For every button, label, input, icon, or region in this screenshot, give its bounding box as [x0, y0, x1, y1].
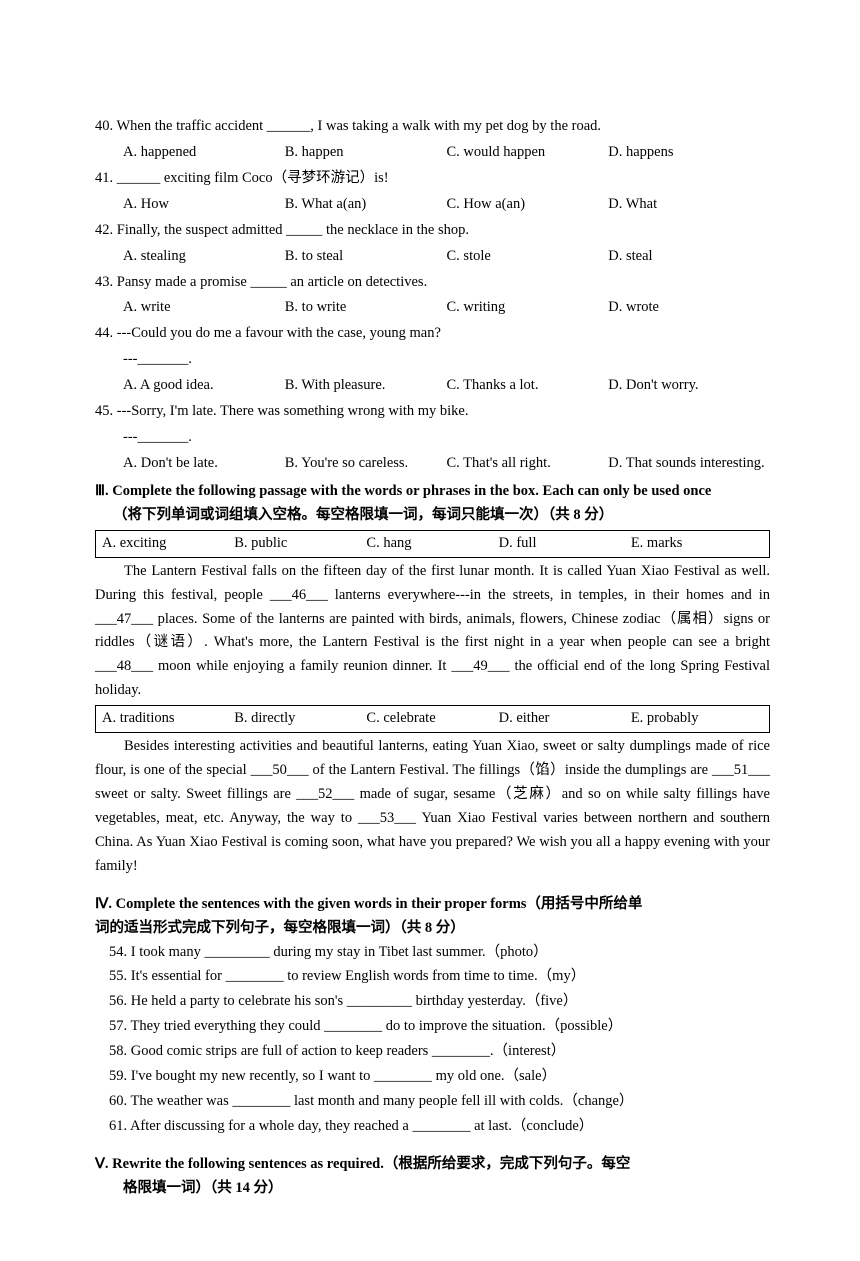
- q41-opt-c: C. How a(an): [447, 193, 609, 217]
- box2-b: B. directly: [234, 707, 366, 731]
- word-box-2: A. traditions B. directly C. celebrate D…: [95, 705, 770, 733]
- q40-opt-b: B. happen: [285, 141, 447, 165]
- q44-stem: 44. ---Could you do me a favour with the…: [95, 322, 770, 346]
- q40-opt-c: C. would happen: [447, 141, 609, 165]
- q43-opt-b: B. to write: [285, 296, 447, 320]
- q40-opt-d: D. happens: [608, 141, 770, 165]
- q45-options: A. Don't be late. B. You're so careless.…: [95, 452, 770, 476]
- q42-opt-a: A. stealing: [123, 245, 285, 269]
- s55: 55. It's essential for ________ to revie…: [95, 965, 770, 989]
- passage-1: The Lantern Festival falls on the fiftee…: [95, 560, 770, 704]
- q42-options: A. stealing B. to steal C. stole D. stea…: [95, 245, 770, 269]
- q44-opt-b: B. With pleasure.: [285, 374, 447, 398]
- section4-sub: 词的适当形式完成下列句子，每空格限填一词）（共 8 分）: [95, 917, 770, 941]
- q45-opt-a: A. Don't be late.: [123, 452, 285, 476]
- s60: 60. The weather was ________ last month …: [95, 1090, 770, 1114]
- section5-sub: 格限填一词）（共 14 分）: [95, 1177, 770, 1201]
- box2-e: E. probably: [631, 707, 763, 731]
- q44-opt-a: A. A good idea.: [123, 374, 285, 398]
- s56: 56. He held a party to celebrate his son…: [95, 990, 770, 1014]
- box1-b: B. public: [234, 532, 366, 556]
- section5: Ⅴ. Rewrite the following sentences as re…: [95, 1153, 770, 1201]
- q41-options: A. How B. What a(an) C. How a(an) D. Wha…: [95, 193, 770, 217]
- box2-a: A. traditions: [102, 707, 234, 731]
- s57: 57. They tried everything they could ___…: [95, 1015, 770, 1039]
- q42-opt-c: C. stole: [447, 245, 609, 269]
- q41-opt-b: B. What a(an): [285, 193, 447, 217]
- q40-opt-a: A. happened: [123, 141, 285, 165]
- section3-sub: （将下列单词或词组填入空格。每空格限填一词，每词只能填一次）（共 8 分）: [95, 504, 770, 528]
- box2-d: D. either: [499, 707, 631, 731]
- q44-opt-c: C. Thanks a lot.: [447, 374, 609, 398]
- section5-title: Ⅴ. Rewrite the following sentences as re…: [95, 1153, 770, 1177]
- word-box-1: A. exciting B. public C. hang D. full E.…: [95, 530, 770, 558]
- q41-opt-d: D. What: [608, 193, 770, 217]
- q45-opt-c: C. That's all right.: [447, 452, 609, 476]
- s59: 59. I've bought my new recently, so I wa…: [95, 1065, 770, 1089]
- q40-stem: 40. When the traffic accident ______, I …: [95, 115, 770, 139]
- section3-title: Ⅲ. Complete the following passage with t…: [95, 480, 770, 504]
- q44-options: A. A good idea. B. With pleasure. C. Tha…: [95, 374, 770, 398]
- q42-opt-b: B. to steal: [285, 245, 447, 269]
- q43-opt-c: C. writing: [447, 296, 609, 320]
- q40-options: A. happened B. happen C. would happen D.…: [95, 141, 770, 165]
- s58: 58. Good comic strips are full of action…: [95, 1040, 770, 1064]
- q45-opt-d: D. That sounds interesting.: [608, 452, 770, 476]
- section4-title: Ⅳ. Complete the sentences with the given…: [95, 893, 770, 917]
- q43-opt-a: A. write: [123, 296, 285, 320]
- box2-c: C. celebrate: [366, 707, 498, 731]
- section4: Ⅳ. Complete the sentences with the given…: [95, 893, 770, 1139]
- q42-stem: 42. Finally, the suspect admitted _____ …: [95, 219, 770, 243]
- q41-opt-a: A. How: [123, 193, 285, 217]
- q43-stem: 43. Pansy made a promise _____ an articl…: [95, 271, 770, 295]
- q44-dash: ---_______.: [95, 348, 770, 372]
- q43-opt-d: D. wrote: [608, 296, 770, 320]
- q44-opt-d: D. Don't worry.: [608, 374, 770, 398]
- q45-dash: ---_______.: [95, 426, 770, 450]
- box1-c: C. hang: [366, 532, 498, 556]
- box1-d: D. full: [499, 532, 631, 556]
- passage-2: Besides interesting activities and beaut…: [95, 735, 770, 879]
- s54: 54. I took many _________ during my stay…: [95, 941, 770, 965]
- q42-opt-d: D. steal: [608, 245, 770, 269]
- q45-opt-b: B. You're so careless.: [285, 452, 447, 476]
- s61: 61. After discussing for a whole day, th…: [95, 1115, 770, 1139]
- q43-options: A. write B. to write C. writing D. wrote: [95, 296, 770, 320]
- box1-e: E. marks: [631, 532, 763, 556]
- q45-stem: 45. ---Sorry, I'm late. There was someth…: [95, 400, 770, 424]
- box1-a: A. exciting: [102, 532, 234, 556]
- q41-stem: 41. ______ exciting film Coco（寻梦环游记）is!: [95, 167, 770, 191]
